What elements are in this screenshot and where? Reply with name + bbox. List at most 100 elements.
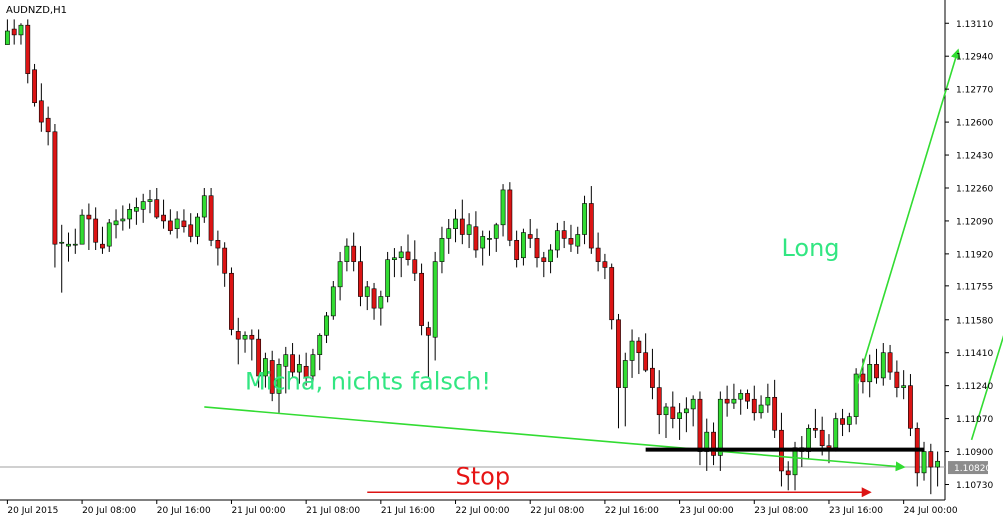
candle xyxy=(249,329,255,361)
candle-body xyxy=(541,257,547,262)
candle-body xyxy=(93,218,99,243)
candle xyxy=(201,187,207,223)
candle xyxy=(276,358,282,413)
candle xyxy=(38,83,44,132)
candle xyxy=(263,352,268,388)
x-tick-label: 21 Jul 08:00 xyxy=(306,506,360,516)
y-tick-label: 1.12770 xyxy=(956,86,993,96)
candle xyxy=(833,412,839,452)
candle-body xyxy=(208,195,214,241)
candle xyxy=(887,344,893,380)
candle xyxy=(364,281,370,311)
candle xyxy=(66,232,71,262)
candle xyxy=(534,228,540,268)
candle-body xyxy=(147,199,153,202)
candle-body xyxy=(901,385,907,388)
candle xyxy=(133,197,139,225)
candle xyxy=(928,443,934,495)
candle xyxy=(772,379,778,438)
current-price-badge: 1.10820 xyxy=(948,461,991,475)
candle-body xyxy=(52,131,58,245)
x-tick-label: 23 Jul 08:00 xyxy=(754,506,808,516)
candle xyxy=(412,240,418,282)
candle xyxy=(269,350,275,402)
candle xyxy=(758,395,764,419)
candle-body xyxy=(303,365,309,379)
candle-body xyxy=(405,251,411,260)
candle-body xyxy=(670,406,676,419)
candle-body xyxy=(527,234,533,239)
x-tick-label: 20 Jul 08:00 xyxy=(82,506,136,516)
candle xyxy=(846,412,852,433)
candle xyxy=(344,238,350,272)
annotations-layer: Long Micha, nichts falsch! Stop xyxy=(204,48,1003,498)
candle-body xyxy=(425,327,431,336)
candle-body xyxy=(826,445,832,448)
candle xyxy=(487,230,492,256)
candle xyxy=(548,244,553,274)
candle-body xyxy=(222,247,228,274)
candle-body xyxy=(120,218,126,222)
candle xyxy=(853,368,859,425)
candle xyxy=(425,321,431,378)
candle xyxy=(473,211,479,258)
candle-body xyxy=(439,238,445,262)
candle-body xyxy=(690,398,696,410)
candle-body xyxy=(154,199,160,218)
candle xyxy=(324,312,329,344)
candle xyxy=(812,408,818,438)
candle-body xyxy=(249,334,255,340)
candle xyxy=(622,352,628,427)
candle-body xyxy=(167,220,173,231)
candle xyxy=(880,343,886,386)
candle-body xyxy=(378,296,384,309)
candle-body xyxy=(296,364,302,373)
y-tick-label: 1.12600 xyxy=(956,119,993,129)
candle-body xyxy=(398,251,404,259)
candle-body xyxy=(32,69,37,104)
candle-body xyxy=(697,398,703,452)
candle xyxy=(86,203,92,250)
candle xyxy=(385,251,391,303)
candle-body xyxy=(683,408,689,414)
candle-body xyxy=(792,447,798,476)
candle-body xyxy=(717,398,723,456)
candle xyxy=(561,220,567,249)
candle-body xyxy=(256,338,262,377)
candle xyxy=(446,218,452,254)
candle-body xyxy=(480,236,486,249)
candle-body xyxy=(677,412,682,419)
candle xyxy=(595,232,601,272)
candle xyxy=(717,391,723,471)
candle xyxy=(392,248,397,278)
candle-body xyxy=(100,243,105,249)
candle-body xyxy=(812,427,818,431)
x-tick-label: 21 Jul 00:00 xyxy=(231,506,285,516)
candle-body xyxy=(568,238,574,245)
x-tick-label: 23 Jul 16:00 xyxy=(829,506,883,516)
annotation-text: Stop xyxy=(456,462,511,490)
candle xyxy=(378,290,384,326)
candle xyxy=(439,226,445,274)
candle-body xyxy=(921,451,927,474)
candle-body xyxy=(215,240,221,249)
time-axis: 20 Jul 2015 20 Jul 08:00 20 Jul 16:00 21 Ju… xyxy=(6,500,958,516)
candle xyxy=(602,253,608,280)
y-tick-label: 1.11070 xyxy=(956,415,993,425)
annotation-text: Long xyxy=(781,234,839,262)
candle xyxy=(59,224,65,293)
candle-body xyxy=(846,416,852,425)
candle-body xyxy=(554,230,560,251)
candle-body xyxy=(860,373,866,383)
y-tick-label: 1.11755 xyxy=(956,282,993,292)
y-tick-label: 1.11240 xyxy=(956,382,993,392)
candles-layer xyxy=(4,19,941,495)
candle xyxy=(296,354,302,384)
candle xyxy=(25,19,31,84)
candle xyxy=(229,267,234,336)
candle-body xyxy=(174,218,180,229)
candle-body xyxy=(853,373,859,417)
candle xyxy=(32,63,37,107)
